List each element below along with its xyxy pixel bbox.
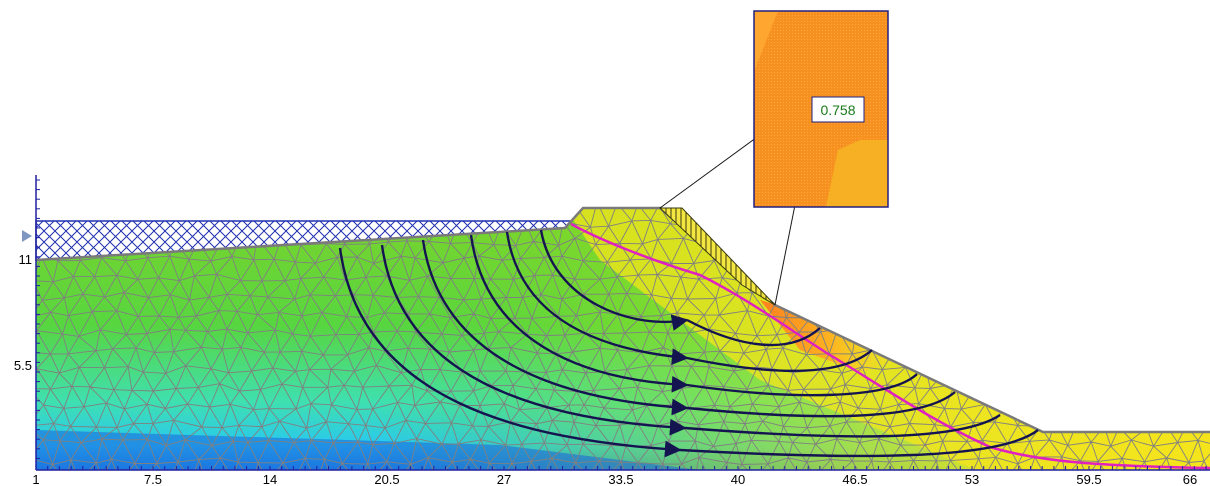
x-tick-label: 46.5 xyxy=(842,472,867,486)
x-tick-label: 27 xyxy=(497,472,511,486)
x-tick-label: 14 xyxy=(263,472,277,486)
x-tick-label: 7.5 xyxy=(144,472,162,486)
x-tick-label: 1 xyxy=(32,472,39,486)
flow-line-6 xyxy=(338,247,682,458)
flow-line-3 xyxy=(469,234,689,393)
x-tick-label: 66 xyxy=(1183,472,1197,486)
x-axis xyxy=(35,466,1210,471)
water-level-marker-icon xyxy=(22,230,32,242)
x-tick-label: 20.5 xyxy=(374,472,399,486)
flow-line-5-tail xyxy=(684,414,1001,438)
flow-line-4-tail xyxy=(686,391,956,418)
value-callout: 0.758 xyxy=(811,96,865,123)
value-callout-text: 0.758 xyxy=(820,102,855,118)
x-tick-label: 40 xyxy=(731,472,745,486)
y-axis xyxy=(35,175,40,470)
phreatic-line xyxy=(570,222,1210,470)
x-tick-label: 33.5 xyxy=(608,472,633,486)
y-tick-label-5-5: 5.5 xyxy=(14,358,32,373)
flow-line-5 xyxy=(380,244,687,436)
flow-line-2-tail xyxy=(686,349,873,373)
value-callout-box xyxy=(811,96,865,123)
flow-line-6-tail xyxy=(679,429,1039,458)
flow-line-1-tail xyxy=(686,318,821,347)
flow-lines xyxy=(338,229,1039,458)
x-tick-labels: 1 7.5 14 20.5 27 33.5 40 46.5 53 59.5 66 xyxy=(32,472,1197,486)
flow-line-3-tail xyxy=(686,373,918,397)
x-tick-label: 53 xyxy=(965,472,979,486)
x-tick-label: 59.5 xyxy=(1076,472,1101,486)
flow-line-1 xyxy=(539,229,689,331)
flow-line-2 xyxy=(505,231,689,365)
flow-line-4 xyxy=(421,239,689,416)
y-tick-label-11: 11 xyxy=(19,252,33,267)
